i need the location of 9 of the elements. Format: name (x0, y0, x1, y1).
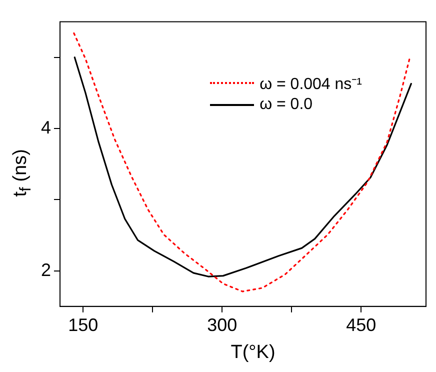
x-tick-label: 450 (346, 315, 376, 336)
legend-label: ω = 0.004 ns⁻¹ (260, 75, 362, 94)
y-tick-label: 2 (40, 260, 52, 280)
y-tick-label: 4 (40, 117, 52, 138)
legend-label: ω = 0.0 (260, 96, 313, 114)
x-tick-label: 150 (68, 315, 98, 336)
x-tick-label: 300 (207, 315, 238, 336)
line-series (73, 32, 412, 292)
x-axis-title: T(°K) (230, 342, 276, 364)
